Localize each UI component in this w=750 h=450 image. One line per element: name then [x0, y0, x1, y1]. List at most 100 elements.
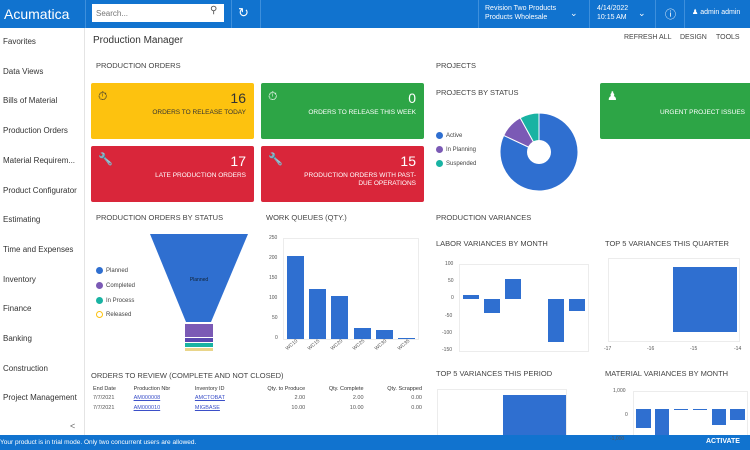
sidebar-item[interactable]: Project Management: [3, 393, 77, 403]
bar[interactable]: [636, 409, 651, 428]
tile-orders-release-today[interactable]: ⏱ 16 ORDERS TO RELEASE TODAY: [91, 83, 254, 139]
stopwatch-icon: ⏱: [268, 89, 278, 103]
sidebar-item[interactable]: Material Requirem...: [3, 155, 76, 165]
funnel-in-process[interactable]: [185, 343, 213, 347]
sidebar: < Favorites Data Views Bills of Material Pr…: [0, 28, 85, 435]
legend-released[interactable]: Released: [96, 311, 131, 318]
activate-link[interactable]: ACTIVATE: [706, 438, 740, 445]
bar[interactable]: [730, 409, 745, 421]
tile-urgent-project-issues[interactable]: ♟ URGENT PROJECT ISSUES: [600, 83, 750, 139]
column-header[interactable]: Production Nbr: [133, 386, 171, 392]
table-cell: 0.00: [411, 395, 422, 401]
chevron-down-icon[interactable]: ⌄: [638, 8, 646, 18]
y-tick: 0: [451, 295, 454, 302]
top5-period-chart: [437, 389, 567, 440]
refresh-all-button[interactable]: REFRESH ALL: [624, 34, 672, 41]
user-icon: ♟: [692, 9, 699, 16]
po-by-status-title: PRODUCTION ORDERS BY STATUS: [96, 213, 224, 222]
funnel-completed[interactable]: [185, 324, 213, 337]
bar[interactable]: [309, 289, 326, 339]
table-cell: 0.00: [411, 405, 422, 411]
donut-hole: [527, 140, 551, 164]
sidebar-item[interactable]: Time and Expenses: [3, 244, 74, 254]
y-tick: 50: [448, 278, 454, 285]
tile-past-due-operations[interactable]: 🔧 15 PRODUCTION ORDERS WITH PAST-DUE OPERA…: [261, 146, 424, 202]
chevron-down-icon[interactable]: ⌄: [570, 8, 578, 18]
bar[interactable]: [569, 299, 586, 312]
table-cell: 7/7/2021: [93, 405, 115, 411]
production-nbr-link[interactable]: AM000010: [133, 405, 161, 411]
sidebar-item[interactable]: Finance: [3, 304, 32, 314]
legend-in-process[interactable]: In Process: [96, 297, 134, 304]
column-header[interactable]: End Date: [93, 386, 116, 392]
legend-active[interactable]: Active: [436, 132, 462, 139]
bar[interactable]: [547, 299, 565, 343]
company-selector[interactable]: Revision Two Products Products Wholesale: [485, 5, 557, 21]
collapse-sidebar-button[interactable]: <: [70, 421, 76, 431]
sidebar-item[interactable]: Data Views: [3, 66, 44, 76]
bar[interactable]: [286, 255, 304, 339]
x-tick: WC20: [329, 338, 344, 352]
search-input[interactable]: [92, 4, 224, 22]
bar[interactable]: [462, 294, 479, 300]
help-icon[interactable]: ⓘ: [665, 9, 676, 21]
x-tick: -14: [734, 346, 742, 352]
logo[interactable]: Acumatica: [4, 6, 70, 22]
sidebar-item[interactable]: Production Orders: [3, 126, 68, 136]
tools-button[interactable]: TOOLS: [716, 34, 740, 41]
tile-orders-release-week[interactable]: ⏱ 0 ORDERS TO RELEASE THIS WEEK: [261, 83, 424, 139]
funnel-released[interactable]: [185, 348, 213, 351]
column-header[interactable]: Qty. to Produce: [267, 386, 306, 392]
search-icon[interactable]: ⚲: [210, 5, 218, 16]
inventory-id-link[interactable]: MIGBASE: [194, 405, 220, 411]
date-selector[interactable]: 4/14/2022 10:15 AM: [597, 5, 629, 21]
bar[interactable]: [331, 295, 349, 339]
sidebar-item[interactable]: Construction: [3, 363, 48, 373]
y-tick: -50: [445, 312, 453, 319]
material-variances-title: MATERIAL VARIANCES BY MONTH: [605, 369, 729, 378]
bar[interactable]: [692, 409, 708, 411]
legend-completed[interactable]: Completed: [96, 282, 135, 289]
y-tick: -1,000: [610, 436, 625, 442]
bar[interactable]: [398, 337, 416, 339]
sidebar-item[interactable]: Bills of Material: [3, 96, 58, 106]
sidebar-item[interactable]: Banking: [3, 334, 32, 343]
projects-by-status-title: PROJECTS BY STATUS: [436, 88, 519, 97]
x-tick: -16: [647, 346, 655, 352]
sidebar-item[interactable]: Inventory: [3, 274, 36, 284]
production-nbr-link[interactable]: AM000008: [133, 395, 161, 401]
sidebar-item[interactable]: Favorites: [3, 37, 36, 46]
trial-message: Your product is in trial mode. Only two …: [0, 439, 197, 446]
x-tick: WC25: [351, 338, 367, 352]
history-icon[interactable]: ↻: [238, 5, 249, 20]
sidebar-item[interactable]: Product Configurator: [3, 185, 77, 195]
sidebar-item[interactable]: Estimating: [3, 215, 41, 225]
orders-review-table: End Date Production Nbr Inventory ID Qty. t…: [91, 385, 424, 413]
y-tick: -150: [442, 347, 453, 353]
top5-quarter-bar[interactable]: [673, 267, 737, 332]
table-row[interactable]: 7/7/2021 AM000010 MIGBASE 10.00 10.00 0.00: [91, 403, 424, 413]
column-header[interactable]: Qty. Complete: [328, 386, 364, 392]
tile-late-orders[interactable]: 🔧 17 LATE PRODUCTION ORDERS: [91, 146, 254, 202]
column-header[interactable]: Inventory ID: [194, 386, 225, 392]
bar[interactable]: [655, 409, 670, 435]
labor-variances-chart: [459, 264, 589, 352]
user-menu[interactable]: ♟ admin admin: [692, 9, 741, 16]
bar[interactable]: [673, 409, 689, 411]
bar[interactable]: [711, 409, 726, 425]
legend-suspended[interactable]: Suspended: [436, 160, 476, 167]
inventory-id-link[interactable]: AMCTOBAT: [194, 395, 225, 401]
bar[interactable]: [353, 327, 371, 339]
design-button[interactable]: DESIGN: [680, 34, 707, 41]
funnel-completed-2[interactable]: [185, 338, 213, 342]
person-icon: ♟: [607, 89, 618, 103]
top5-period-bar[interactable]: [503, 395, 566, 440]
column-header[interactable]: Qty. Scrapped: [387, 386, 422, 392]
bar[interactable]: [376, 330, 393, 339]
bar[interactable]: [505, 278, 522, 300]
bar[interactable]: [483, 299, 501, 314]
table-row[interactable]: 7/7/2021 AM000008 AMCTOBAT 2.00 2.00 0.00: [91, 393, 424, 403]
legend-in-planning[interactable]: In Planning: [436, 146, 476, 153]
legend-planned[interactable]: Planned: [96, 267, 128, 274]
funnel-planned[interactable]: [150, 234, 248, 322]
